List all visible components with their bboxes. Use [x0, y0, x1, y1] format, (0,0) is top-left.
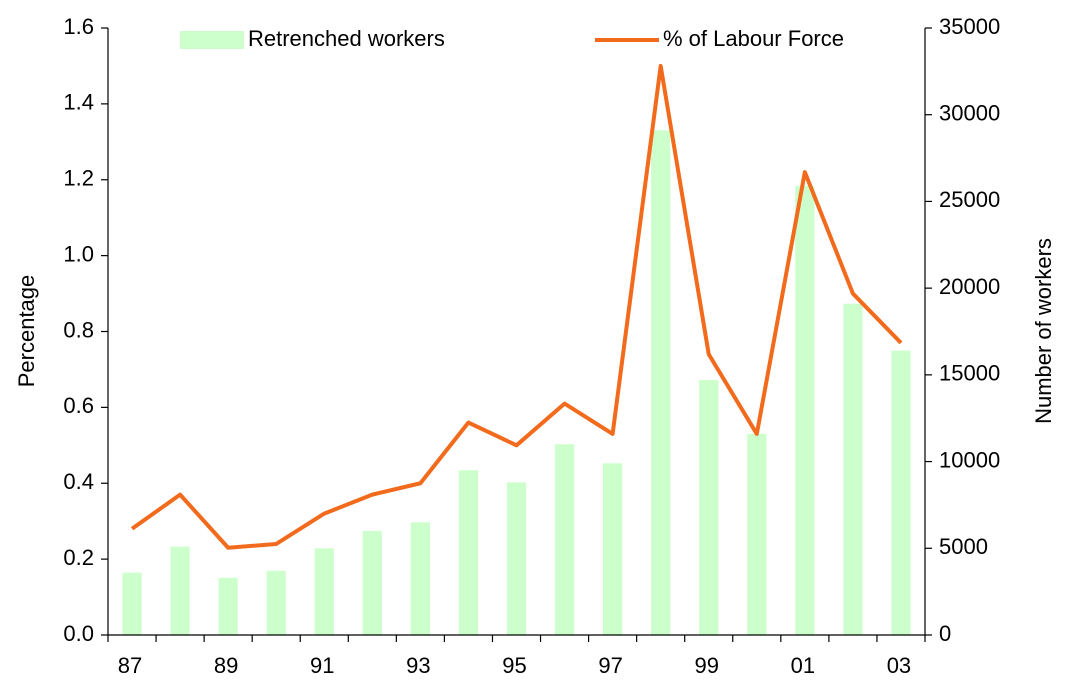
y-tick-label: 1.6 — [63, 14, 94, 39]
y-tick-label: 0.0 — [63, 621, 94, 646]
legend-swatch — [180, 31, 244, 49]
y2-tick-label: 0 — [939, 621, 951, 646]
y-axis-title: Percentage — [14, 275, 39, 388]
y2-tick-label: 35000 — [939, 14, 1000, 39]
bar — [458, 470, 479, 635]
bar — [362, 530, 382, 635]
x-tick-label: 87 — [118, 653, 142, 678]
x-tick-label: 99 — [694, 653, 718, 678]
bar — [506, 482, 527, 635]
bar — [747, 433, 767, 635]
bar — [795, 185, 815, 635]
x-tick-label: 89 — [214, 653, 238, 678]
bar — [122, 572, 142, 635]
legend-label: % of Labour Force — [663, 26, 844, 51]
y-tick-label: 0.6 — [63, 393, 94, 418]
bar — [603, 463, 623, 635]
line — [130, 63, 903, 550]
y-tick-label: 1.2 — [63, 166, 94, 191]
x-tick-label: 95 — [502, 653, 526, 678]
y-tick-label: 1.4 — [63, 90, 94, 115]
y-tick-label: 0.8 — [63, 317, 94, 342]
bar — [554, 444, 575, 635]
x-tick-label: 97 — [598, 653, 622, 678]
x-tick-label: 03 — [887, 653, 911, 678]
bar — [170, 546, 190, 635]
y2-tick-label: 10000 — [939, 447, 1000, 472]
y2-tick-label: 5000 — [939, 534, 988, 559]
y-tick-label: 1.0 — [63, 241, 94, 266]
y2-axis-title: Number of workers — [1031, 238, 1056, 424]
y-tick-label: 0.2 — [63, 545, 94, 570]
y2-tick-label: 20000 — [939, 274, 1000, 299]
legend-label: Retrenched workers — [248, 26, 445, 51]
x-tick-label: 01 — [791, 653, 815, 678]
bar — [314, 548, 334, 635]
bar — [218, 577, 238, 635]
bar — [651, 130, 671, 635]
y2-tick-label: 25000 — [939, 187, 1000, 212]
bar — [891, 350, 911, 635]
x-tick-label: 93 — [406, 653, 430, 678]
y-tick-label: 0.4 — [63, 469, 94, 494]
bar — [266, 570, 286, 635]
bar — [410, 522, 430, 635]
bar — [699, 380, 719, 635]
y2-tick-label: 30000 — [939, 101, 1000, 126]
x-tick-label: 91 — [310, 653, 334, 678]
bar — [843, 303, 863, 635]
y2-tick-label: 15000 — [939, 361, 1000, 386]
